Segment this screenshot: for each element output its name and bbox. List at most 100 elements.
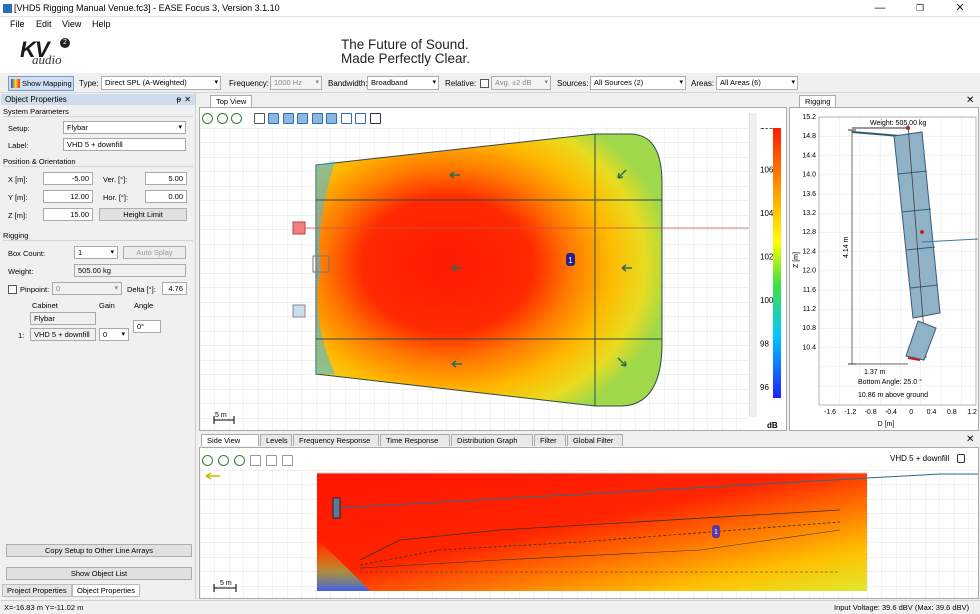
menu-view[interactable]: View: [62, 19, 82, 29]
delta-input[interactable]: 4.76: [162, 282, 187, 295]
brand-banner: KV audio 2 The Future of Sound. Made Per…: [0, 31, 980, 73]
select-icon[interactable]: [253, 113, 265, 124]
z-tick: 14.0: [802, 172, 816, 179]
chevron-down-icon: ▾: [178, 124, 182, 131]
hor-input[interactable]: 0.00: [145, 190, 187, 203]
relative-checkbox[interactable]: [480, 79, 489, 88]
tab-distribution-graph[interactable]: Distribution Graph: [451, 434, 533, 446]
close-icon[interactable]: ✕: [966, 434, 975, 445]
app-icon: [3, 4, 12, 13]
area-icon[interactable]: [268, 113, 279, 124]
type-select[interactable]: Direct SPL (A-Weighted) ▾: [101, 76, 221, 90]
y-input[interactable]: 12.00: [43, 190, 93, 203]
frequency-select[interactable]: 1000 Hz ▾: [270, 76, 322, 90]
z-tick: 12.8: [802, 229, 816, 236]
tab-rigging[interactable]: Rigging: [799, 95, 837, 107]
cable-icon[interactable]: [340, 113, 352, 124]
top-view-scrollbar[interactable]: [749, 113, 757, 417]
show-mapping-button[interactable]: Show Mapping: [8, 76, 74, 91]
logo-sup: 2: [60, 38, 70, 48]
scale-label: 5 m: [215, 412, 227, 419]
setup-select[interactable]: Flybar ▾: [63, 121, 186, 134]
gain-value: 0: [103, 330, 108, 339]
y-label: Y [m]:: [8, 193, 28, 202]
z-tick: 10.4: [802, 344, 816, 351]
area4-icon[interactable]: [311, 113, 323, 124]
cable-icon[interactable]: [266, 455, 277, 466]
chevron-down-icon: ▾: [315, 79, 319, 86]
graph-icon[interactable]: [250, 455, 261, 466]
chevron-down-icon: ▾: [432, 79, 436, 86]
menu-help[interactable]: Help: [92, 19, 111, 29]
box-count-select[interactable]: 1 ▾: [74, 246, 118, 259]
colorbar-tick: 96: [760, 383, 769, 392]
tab-global-filter[interactable]: Global Filter: [567, 434, 623, 446]
frequency-label: Frequency:: [229, 79, 270, 88]
panel-title: Object Properties: [5, 95, 67, 104]
chevron-down-icon: ▾: [121, 331, 125, 338]
auto-splay-button[interactable]: Auto Splay: [123, 246, 186, 259]
tab-project-properties[interactable]: Project Properties: [2, 584, 72, 597]
area5-icon[interactable]: [326, 113, 337, 124]
gain-select[interactable]: 0 ▾: [99, 328, 129, 341]
rigging-weight: Weight: 505.00 kg: [870, 120, 926, 127]
probe-icon[interactable]: [282, 455, 293, 466]
z-tick: 14.8: [802, 133, 816, 140]
zoom-fit-icon[interactable]: [234, 455, 245, 466]
zoom-in-icon[interactable]: [202, 455, 213, 466]
zoom-in-icon[interactable]: [202, 113, 213, 124]
close-icon[interactable]: ✕: [966, 95, 975, 106]
menu-file[interactable]: File: [10, 19, 25, 29]
sources-label: Sources:: [557, 79, 589, 88]
close-icon[interactable]: ✕: [184, 95, 191, 104]
tab-filter[interactable]: Filter: [534, 434, 566, 446]
position-section: Position & Orientation: [3, 157, 193, 167]
gain-header: Gain: [99, 301, 115, 310]
maximize-button[interactable]: ❐: [915, 3, 925, 13]
pinpoint-checkbox[interactable]: [8, 285, 17, 294]
lock-icon[interactable]: [957, 454, 965, 463]
object-properties-header: Object Properties ᵽ ✕: [1, 94, 195, 105]
relative-select[interactable]: Avg. ±2 dB ▾: [491, 76, 551, 90]
tab-time-response[interactable]: Time Response: [380, 434, 450, 446]
tab-levels[interactable]: Levels: [260, 434, 292, 446]
pinpoint-select[interactable]: 0 ▾: [52, 282, 122, 295]
zoom-out-icon[interactable]: [216, 113, 228, 124]
status-bar: X=-16.83 m Y=-11.02 m Input Voltage: 39.…: [0, 600, 980, 614]
rigging-section: Rigging: [3, 231, 193, 241]
cursor-coordinates: X=-16.83 m Y=-11.02 m: [4, 603, 84, 612]
x-input[interactable]: -5.00: [43, 172, 93, 185]
zoom-out-icon[interactable]: [218, 455, 229, 466]
menu-edit[interactable]: Edit: [36, 19, 52, 29]
area2-icon[interactable]: [282, 113, 294, 124]
sources-select[interactable]: All Sources (2) ▾: [590, 76, 686, 90]
angle-row-0[interactable]: 0°: [133, 320, 161, 333]
z-tick: 13.6: [802, 191, 816, 198]
pin-icon[interactable]: ᵽ: [176, 95, 181, 104]
close-button[interactable]: ✕: [955, 2, 965, 14]
probe-icon[interactable]: [369, 113, 381, 124]
measure-icon[interactable]: [355, 113, 366, 124]
tab-frequency-response[interactable]: Frequency Response: [293, 434, 379, 446]
setup-value: Flybar: [67, 123, 88, 132]
zoom-fit-icon[interactable]: [231, 113, 242, 124]
d-tick: 1.2: [967, 409, 977, 416]
tab-top-view[interactable]: Top View: [210, 95, 253, 107]
height-limit-button[interactable]: Height Limit: [99, 208, 187, 221]
label-input[interactable]: VHD 5 + downfill: [63, 138, 186, 151]
tab-side-view[interactable]: Side View: [201, 434, 259, 446]
bandwidth-select[interactable]: Broadband ▾: [367, 76, 439, 90]
tab-object-properties[interactable]: Object Properties: [72, 584, 140, 597]
ver-input[interactable]: 5.00: [145, 172, 187, 185]
rigging-canvas: 15.2 14.8 14.4 14.0 13.6 13.2 12.8 12.4 12.0 11.6…: [793, 114, 978, 428]
z-input[interactable]: 15.00: [43, 208, 93, 221]
areas-select[interactable]: All Areas (6) ▾: [716, 76, 798, 90]
ver-label: Ver. [°]:: [103, 175, 128, 184]
hor-label: Hor. [°]:: [103, 193, 129, 202]
area3-icon[interactable]: [297, 113, 308, 124]
top-view-toolbar: [202, 113, 422, 127]
copy-setup-button[interactable]: Copy Setup to Other Line Arrays: [6, 544, 192, 557]
show-object-list-button[interactable]: Show Object List: [6, 567, 192, 580]
d-tick: -1.6: [824, 409, 836, 416]
minimize-button[interactable]: —: [874, 2, 886, 14]
